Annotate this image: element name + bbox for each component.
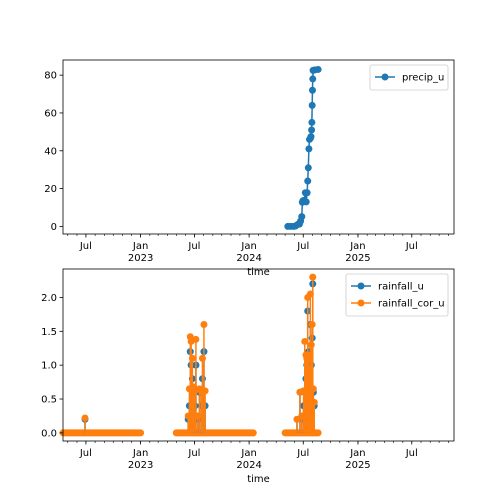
point-rainfall_cor_u-26 [307, 341, 315, 349]
legend: rainfall_u rainfall_cor_u [345, 273, 449, 317]
point-precip_u-23 [308, 86, 316, 94]
xtick-label-5: Jan [349, 448, 365, 459]
xtick-sublabel-3: 2024 [236, 460, 261, 471]
point-precip_u-20 [308, 126, 316, 134]
legend-marker-rainfall_u [357, 282, 365, 290]
point-precip_u-19 [307, 133, 315, 141]
point-rainfall_cor_u-23 [305, 351, 313, 359]
point-precip_u-27 [314, 65, 322, 73]
legend-marker-precip_u [381, 73, 389, 81]
ytick-label-1: 0.5 [41, 395, 57, 406]
x-axis-label: time [247, 267, 270, 278]
point-rainfall_cor_u-14 [201, 387, 209, 395]
xtick-sublabel-5: 2025 [345, 253, 370, 264]
ytick-label-2: 40 [44, 146, 57, 157]
point-rainfall_cor_u-5 [188, 354, 196, 362]
ytick-label-0: 0 [51, 222, 57, 233]
ytick-label-1: 20 [44, 184, 57, 195]
series-precip_u [284, 65, 322, 230]
point-rainfall_cor_u-28 [309, 273, 317, 281]
xtick-label-4: Jul [296, 448, 309, 459]
ytick-label-4: 2.0 [41, 293, 57, 304]
legend-label-rainfall_cor_u: rainfall_cor_u [378, 299, 445, 310]
point-precip_u-21 [308, 118, 316, 126]
ytick-label-0: 0.0 [41, 428, 57, 439]
xtick-label-0: Jul [79, 448, 92, 459]
point-rainfall_cor_u-19 [301, 337, 309, 345]
series-rainfall_cor_u [81, 273, 318, 433]
point-precip_u-14 [304, 177, 312, 185]
xtick-sublabel-3: 2024 [236, 253, 261, 264]
point-rainfall_cor_u-30 [310, 398, 318, 406]
point-rainfall_cor_u-1 [184, 412, 192, 420]
ytick-label-2: 1.0 [41, 361, 57, 372]
point-precip_u-15 [304, 164, 312, 172]
xtick-label-5: Jan [349, 241, 365, 252]
xtick-label-2: Jul [187, 448, 200, 459]
point-rainfall_cor_u-0 [81, 414, 89, 422]
legend-label-precip_u: precip_u [402, 73, 444, 84]
ytick-label-4: 80 [44, 71, 57, 82]
legend-marker-rainfall_cor_u [357, 299, 365, 307]
point-precip_u-16 [305, 145, 313, 153]
point-rainfall_cor_u-27 [308, 321, 316, 329]
xtick-label-2: Jul [187, 241, 200, 252]
point-rainfall_cor_u-24 [305, 365, 313, 373]
legend-label-rainfall_u: rainfall_u [378, 282, 424, 293]
point-rainfall_cor_u-9 [194, 412, 202, 420]
legend: precip_u [369, 64, 449, 91]
point-rainfall_cor_u-13 [200, 321, 208, 329]
legend-box [369, 64, 449, 91]
xtick-sublabel-1: 2023 [128, 460, 153, 471]
xtick-label-3: Jan [240, 448, 256, 459]
xtick-label-3: Jan [240, 241, 256, 252]
xtick-label-0: Jul [79, 241, 92, 252]
point-rainfall_cor_u-29 [309, 385, 317, 393]
legend-box [345, 273, 449, 317]
ytick-label-3: 1.5 [41, 327, 57, 338]
point-precip_u-13 [303, 189, 311, 197]
ytick-label-3: 60 [44, 108, 57, 119]
point-precip_u-7 [298, 213, 306, 221]
xtick-label-6: Jul [405, 448, 418, 459]
point-rainfall_cor_u-17 [298, 412, 306, 420]
xtick-label-1: Jan [132, 241, 148, 252]
point-rainfall_cor_u-25 [306, 290, 314, 298]
xtick-label-1: Jan [132, 448, 148, 459]
point-rainfall_cor_u-18 [300, 387, 308, 395]
point-precip_u-12 [302, 198, 310, 206]
xtick-label-4: Jul [296, 241, 309, 252]
x-axis-label: time [247, 474, 270, 485]
point-rainfall_cor_u-12 [198, 354, 206, 362]
xtick-sublabel-1: 2023 [128, 253, 153, 264]
xtick-label-6: Jul [405, 241, 418, 252]
point-precip_u-24 [309, 75, 317, 83]
xtick-sublabel-5: 2025 [345, 460, 370, 471]
point-precip_u-22 [308, 101, 316, 109]
point-rainfall_cor_u-8 [192, 335, 200, 343]
